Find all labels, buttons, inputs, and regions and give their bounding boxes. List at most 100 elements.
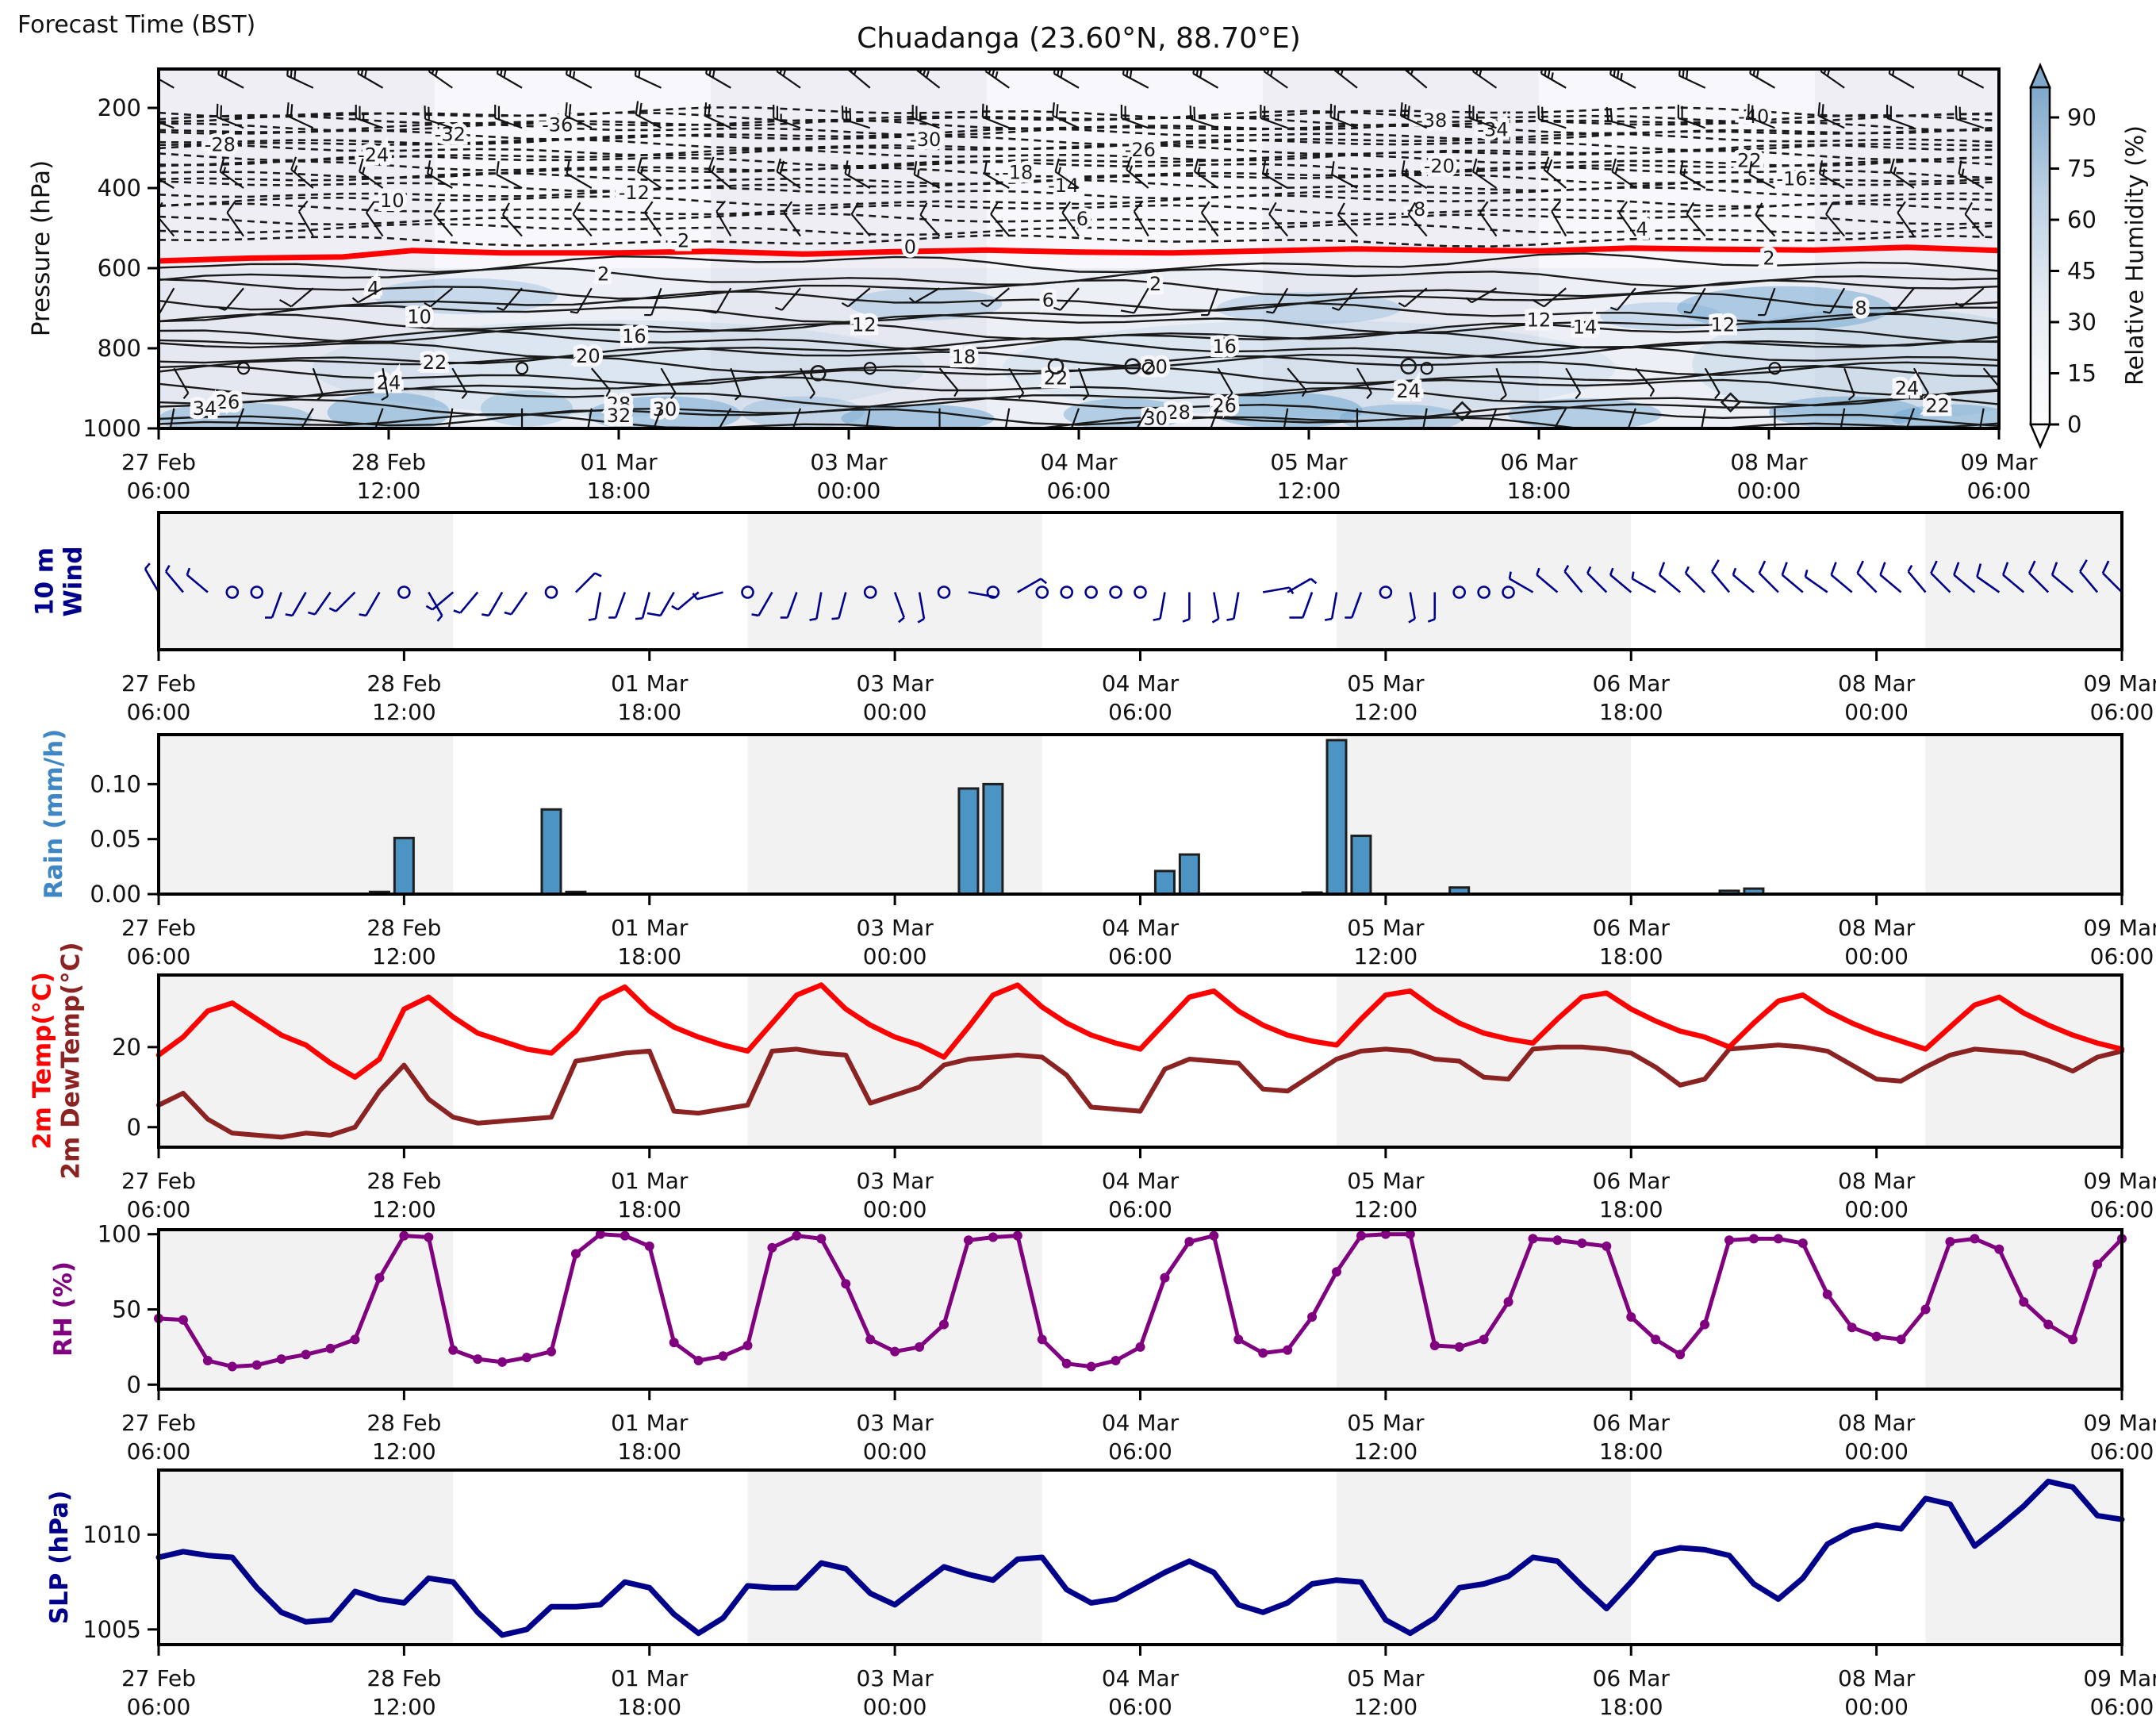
svg-text:01 Mar: 01 Mar <box>611 670 689 697</box>
svg-text:05 Mar: 05 Mar <box>1347 1410 1425 1436</box>
temp-axis-label: 2m Temp(°C) 2m DewTemp(°C) <box>28 942 85 1180</box>
svg-text:45: 45 <box>2067 258 2097 285</box>
page-title: Chuadanga (23.60°N, 88.70°E) <box>857 22 1301 55</box>
svg-text:03 Mar: 03 Mar <box>856 1168 934 1194</box>
svg-text:2: 2 <box>1763 247 1774 269</box>
svg-text:06 Mar: 06 Mar <box>1593 670 1671 697</box>
svg-text:06:00: 06:00 <box>1108 1438 1172 1465</box>
svg-text:08 Mar: 08 Mar <box>1730 449 1808 475</box>
slp-axis-label: SLP (hPa) <box>45 1490 74 1625</box>
svg-text:03 Mar: 03 Mar <box>856 1410 934 1436</box>
svg-text:30: 30 <box>2067 309 2097 336</box>
svg-text:06:00: 06:00 <box>127 1694 191 1716</box>
svg-text:00:00: 00:00 <box>863 1196 927 1223</box>
svg-text:-30: -30 <box>910 129 941 151</box>
svg-text:12:00: 12:00 <box>357 478 421 504</box>
svg-text:09 Mar: 09 Mar <box>1960 449 2038 475</box>
svg-text:00:00: 00:00 <box>1737 478 1801 504</box>
svg-text:00:00: 00:00 <box>1844 1196 1909 1223</box>
svg-text:0: 0 <box>127 1114 141 1141</box>
svg-text:06:00: 06:00 <box>127 1196 191 1223</box>
svg-text:18:00: 18:00 <box>617 1438 681 1465</box>
svg-text:32: 32 <box>607 405 631 427</box>
svg-text:-12: -12 <box>619 182 650 204</box>
svg-text:28 Feb: 28 Feb <box>366 1168 441 1194</box>
svg-text:12:00: 12:00 <box>1354 943 1418 969</box>
svg-text:06:00: 06:00 <box>1108 1196 1172 1223</box>
svg-text:26: 26 <box>1212 395 1237 417</box>
svg-text:-24: -24 <box>358 144 389 167</box>
svg-text:18:00: 18:00 <box>617 1196 681 1223</box>
svg-text:50: 50 <box>112 1296 141 1323</box>
svg-text:12: 12 <box>1711 314 1736 336</box>
svg-text:18:00: 18:00 <box>617 699 681 725</box>
svg-text:06:00: 06:00 <box>2090 1438 2154 1465</box>
svg-text:28: 28 <box>1166 401 1191 424</box>
svg-text:00:00: 00:00 <box>863 1438 927 1465</box>
svg-text:18:00: 18:00 <box>617 943 681 969</box>
svg-text:18:00: 18:00 <box>1599 699 1663 725</box>
svg-text:-6: -6 <box>1069 208 1088 230</box>
svg-text:09 Mar: 09 Mar <box>2083 915 2156 941</box>
svg-text:-20: -20 <box>1424 155 1455 178</box>
svg-text:04 Mar: 04 Mar <box>1102 1410 1180 1436</box>
svg-text:04 Mar: 04 Mar <box>1102 1665 1180 1691</box>
svg-text:18:00: 18:00 <box>1599 1694 1663 1716</box>
svg-text:12:00: 12:00 <box>1354 1438 1418 1465</box>
svg-text:06:00: 06:00 <box>2090 943 2154 969</box>
svg-text:27 Feb: 27 Feb <box>121 449 196 475</box>
svg-text:12: 12 <box>852 314 877 336</box>
svg-text:8: 8 <box>1855 298 1866 320</box>
svg-text:04 Mar: 04 Mar <box>1102 915 1180 941</box>
svg-text:0: 0 <box>2067 411 2081 438</box>
svg-text:01 Mar: 01 Mar <box>611 1665 689 1691</box>
svg-text:26: 26 <box>216 391 240 413</box>
svg-text:05 Mar: 05 Mar <box>1347 915 1425 941</box>
svg-text:22: 22 <box>1925 395 1950 417</box>
svg-text:0.10: 0.10 <box>90 770 141 797</box>
svg-text:12:00: 12:00 <box>1354 1694 1418 1716</box>
svg-text:06:00: 06:00 <box>127 943 191 969</box>
svg-text:0.05: 0.05 <box>90 826 141 853</box>
svg-text:27 Feb: 27 Feb <box>121 1410 196 1436</box>
svg-text:06:00: 06:00 <box>1108 1694 1172 1716</box>
svg-text:12:00: 12:00 <box>1354 699 1418 725</box>
svg-text:00:00: 00:00 <box>863 1694 927 1716</box>
svg-text:08 Mar: 08 Mar <box>1838 1665 1916 1691</box>
svg-text:-4: -4 <box>1629 218 1648 240</box>
svg-text:0.00: 0.00 <box>90 881 141 908</box>
svg-text:24: 24 <box>1396 380 1421 402</box>
svg-text:00:00: 00:00 <box>1844 1438 1909 1465</box>
svg-text:15: 15 <box>2067 360 2097 387</box>
svg-text:00:00: 00:00 <box>1844 1694 1909 1716</box>
svg-text:18:00: 18:00 <box>617 1694 681 1716</box>
svg-text:10: 10 <box>407 306 432 328</box>
svg-text:01 Mar: 01 Mar <box>611 1410 689 1436</box>
pressure-axis-label: Pressure (hPa) <box>27 159 56 337</box>
svg-text:-18: -18 <box>1002 161 1033 183</box>
svg-text:27 Feb: 27 Feb <box>121 1665 196 1691</box>
svg-text:34: 34 <box>193 397 217 420</box>
svg-text:24: 24 <box>1895 378 1920 400</box>
svg-text:03 Mar: 03 Mar <box>856 670 934 697</box>
svg-text:12: 12 <box>1527 309 1552 332</box>
rain-axis-label: Rain (mm/h) <box>40 728 68 900</box>
svg-text:06:00: 06:00 <box>1108 943 1172 969</box>
svg-text:08 Mar: 08 Mar <box>1838 670 1916 697</box>
svg-text:28 Feb: 28 Feb <box>366 915 441 941</box>
rh-axis-label: RH (%) <box>49 1261 78 1357</box>
svg-text:12:00: 12:00 <box>372 943 436 969</box>
svg-text:18: 18 <box>952 346 976 368</box>
svg-text:08 Mar: 08 Mar <box>1838 1168 1916 1194</box>
svg-text:05 Mar: 05 Mar <box>1347 1168 1425 1194</box>
svg-text:12:00: 12:00 <box>372 699 436 725</box>
svg-text:09 Mar: 09 Mar <box>2083 1665 2156 1691</box>
svg-text:2: 2 <box>1149 273 1161 295</box>
svg-text:05 Mar: 05 Mar <box>1347 1665 1425 1691</box>
svg-text:00:00: 00:00 <box>817 478 881 504</box>
svg-text:30: 30 <box>1143 407 1168 429</box>
svg-text:-16: -16 <box>1776 167 1807 190</box>
svg-text:06 Mar: 06 Mar <box>1593 1665 1671 1691</box>
